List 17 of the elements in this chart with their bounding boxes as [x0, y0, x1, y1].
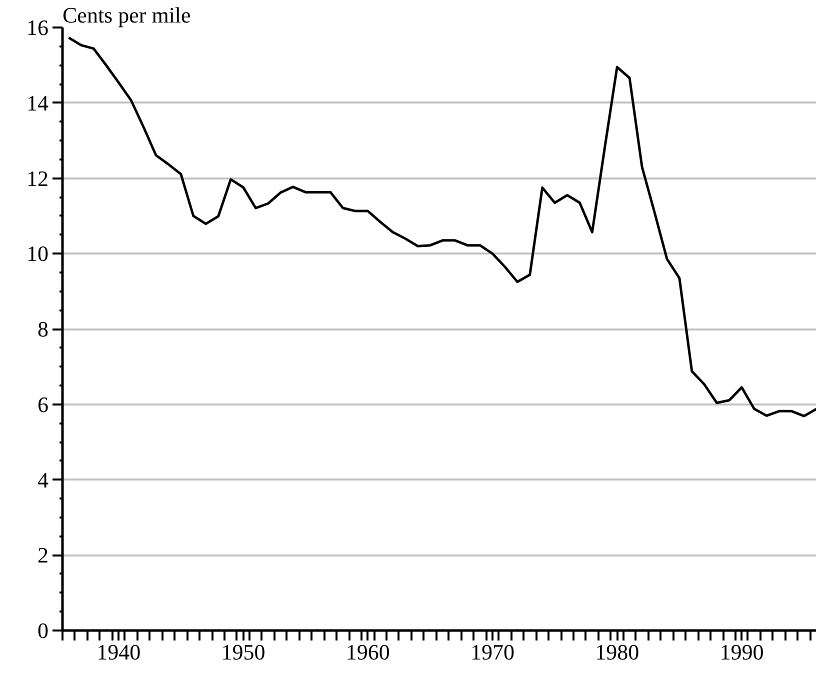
y-tick-label: 6 — [38, 392, 48, 417]
y-tick-label: 8 — [38, 316, 48, 342]
x-tick-label: 1940 — [96, 640, 141, 664]
y-tick-label: 12 — [26, 166, 48, 191]
y-tick-label: 0 — [38, 618, 48, 643]
y-tick-label: 16 — [26, 15, 48, 40]
x-tick-label: 1950 — [221, 640, 266, 664]
y-tick-label: 2 — [38, 542, 48, 568]
x-tick-label: 1960 — [346, 640, 390, 664]
line-series — [67, 36, 816, 418]
x-tick-label: 1990 — [720, 640, 764, 664]
y-tick-label: 4 — [38, 467, 48, 492]
x-tick-label: 1970 — [470, 640, 514, 664]
y-tick-label: 10 — [26, 241, 48, 266]
y-axis-title: Cents per mile — [62, 2, 191, 28]
x-tick-label: 1980 — [595, 640, 640, 664]
y-tick-label: 14 — [26, 90, 48, 116]
